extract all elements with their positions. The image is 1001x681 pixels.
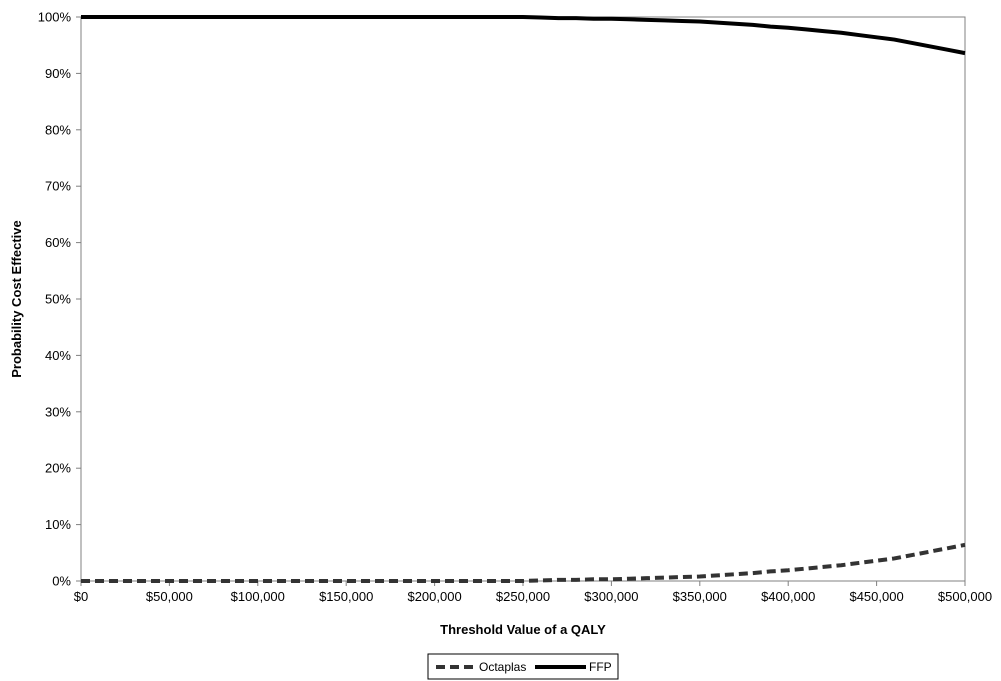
x-tick-label: $350,000 — [673, 589, 727, 604]
series-line-octaplas — [81, 542, 966, 583]
x-tick-label: $100,000 — [231, 589, 285, 604]
y-axis-title: Probability Cost Effective — [9, 220, 24, 377]
y-axis: 0% 10% 20% 30% 40% 50% 60% 70% 80% 90% 100% — [38, 10, 81, 589]
legend-box — [427, 653, 619, 680]
x-tick-label: $250,000 — [496, 589, 550, 604]
x-tick-label: $300,000 — [584, 589, 638, 604]
x-tick-label: $500,000 — [938, 589, 992, 604]
y-tick-label: 60% — [45, 235, 71, 250]
y-tick-label: 80% — [45, 122, 71, 137]
y-tick-label: 30% — [45, 404, 71, 419]
legend: Octaplas FFP — [427, 653, 619, 680]
y-tick-label: 20% — [45, 461, 71, 476]
legend-label-octaplas: Octaplas — [479, 660, 526, 674]
series-line-ffp — [81, 15, 966, 56]
x-tick-label: $50,000 — [146, 589, 193, 604]
y-tick-label: 40% — [45, 348, 71, 363]
y-tick-label: 0% — [52, 574, 71, 589]
x-tick-label: $450,000 — [849, 589, 903, 604]
x-tick-label: $200,000 — [407, 589, 461, 604]
y-tick-label: 70% — [45, 179, 71, 194]
x-tick-label: $0 — [74, 589, 88, 604]
y-tick-label: 90% — [45, 66, 71, 81]
x-tick-label: $150,000 — [319, 589, 373, 604]
x-tick-label: $400,000 — [761, 589, 815, 604]
x-axis: $0 $50,000 $100,000 $150,000 $200,000 $250,00… — [74, 581, 992, 604]
y-tick-label: 10% — [45, 517, 71, 532]
legend-label-ffp: FFP — [589, 660, 612, 674]
y-tick-label: 50% — [45, 292, 71, 307]
plot-frame — [80, 16, 966, 582]
y-tick-label: 100% — [38, 10, 72, 25]
x-axis-title: Threshold Value of a QALY — [440, 622, 606, 637]
series-layer — [81, 15, 966, 583]
